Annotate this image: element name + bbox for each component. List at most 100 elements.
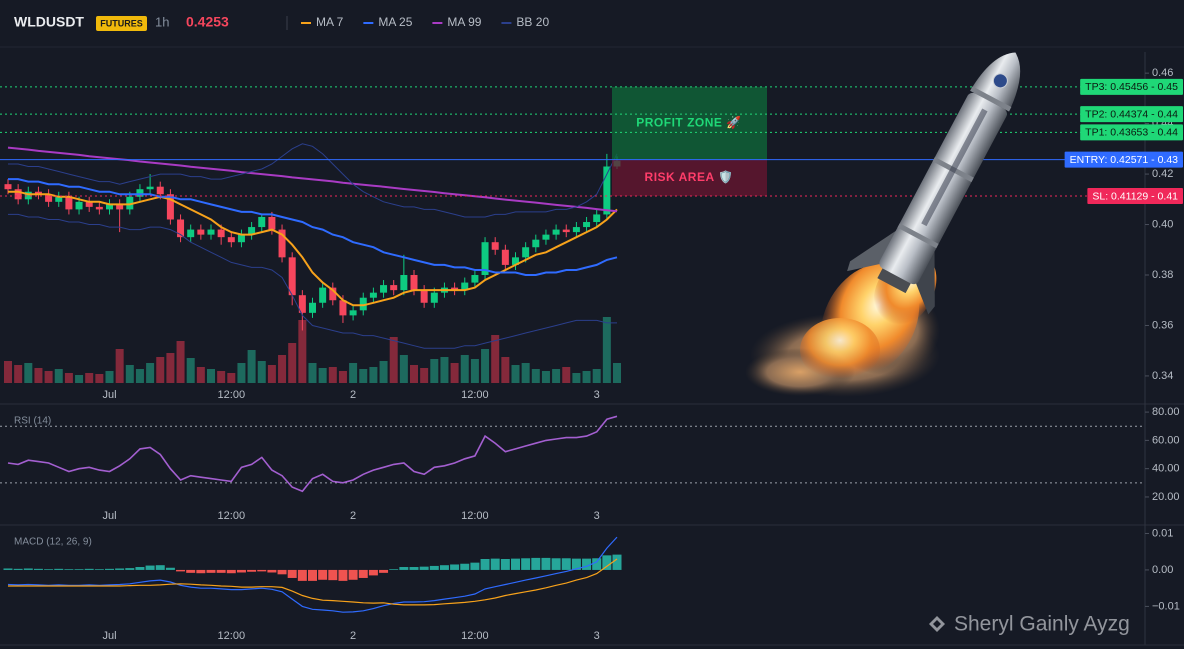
histogram-bar — [379, 569, 389, 573]
volume-bar — [440, 357, 449, 383]
histogram-bar — [308, 569, 317, 581]
histogram-bar — [429, 565, 439, 570]
y-tick-label: 0.46 — [1152, 67, 1173, 79]
candle-body — [430, 292, 438, 303]
volume-bar — [237, 363, 246, 383]
candle-body — [278, 229, 286, 258]
volume-bar — [308, 363, 317, 383]
volume-bar — [186, 358, 195, 383]
histogram-bar — [389, 569, 399, 570]
histogram-bar — [74, 569, 84, 570]
volume-bar — [369, 367, 378, 383]
candle-body — [471, 275, 479, 283]
x-tick-label: 12:00 — [461, 630, 489, 642]
histogram-bar — [115, 568, 125, 570]
band — [897, 223, 939, 249]
histogram-bar — [145, 565, 155, 570]
histogram-bar — [450, 564, 460, 570]
histogram-bar — [236, 569, 246, 573]
x-tick-label: 2 — [350, 389, 356, 401]
candle-body — [187, 229, 195, 238]
candle-body — [552, 229, 560, 235]
histogram-bar — [287, 569, 297, 578]
level-tag — [1080, 78, 1183, 95]
volume-bar — [582, 371, 591, 383]
candle-body — [156, 186, 164, 195]
histogram-bar — [44, 569, 54, 570]
histogram-bar — [13, 568, 23, 570]
legend-label[interactable]: MA 7 — [316, 15, 344, 29]
level-label: TP3: 0.45456 - 0.45 — [1085, 81, 1178, 93]
y-tick-label: 0.42 — [1152, 168, 1173, 180]
candle-body — [542, 234, 550, 240]
y-tick-label: 0.40 — [1152, 218, 1173, 230]
level-tag — [1064, 151, 1183, 168]
volume-bar — [166, 353, 175, 383]
volume-bar — [410, 365, 418, 383]
legend-label[interactable]: MA 25 — [378, 15, 412, 29]
candle-body — [390, 285, 398, 291]
indicator-line — [7, 146, 618, 213]
volume-bar — [359, 369, 368, 383]
interval[interactable]: 1h — [155, 14, 169, 29]
volume-bar — [227, 373, 236, 383]
candle-body — [217, 229, 225, 238]
volume-bar — [95, 374, 104, 383]
candle-body — [45, 194, 53, 202]
x-tick-label: 12:00 — [461, 389, 489, 401]
candle-body — [34, 191, 42, 195]
histogram-bar — [23, 568, 33, 570]
y-tick-label: 0.00 — [1152, 564, 1173, 576]
volume-bar — [64, 373, 73, 383]
candle-body — [410, 275, 418, 291]
header: WLDUSDT FUTURES 1h 0.4253 MA 7 MA 25 MA 99… — [14, 14, 549, 31]
volume-bar — [44, 371, 53, 383]
histogram-bar — [277, 569, 287, 575]
volume-bar — [247, 350, 256, 383]
candle-body — [522, 247, 530, 258]
symbol[interactable]: WLDUSDT — [14, 14, 84, 30]
candle-body — [532, 239, 540, 248]
histogram-bar — [582, 558, 592, 570]
lettering — [921, 108, 988, 227]
legend-label[interactable]: MA 99 — [447, 15, 481, 29]
candle-body — [461, 282, 469, 291]
histogram-bar — [490, 558, 500, 570]
volume-bar — [34, 368, 43, 383]
volume-bar — [481, 349, 490, 383]
x-tick-label: Jul — [102, 510, 116, 522]
histogram-bar — [3, 568, 13, 570]
candle-body — [451, 287, 459, 291]
volume-bar — [338, 371, 347, 383]
legend-label[interactable]: BB 20 — [516, 15, 549, 29]
volume-bar — [562, 367, 571, 383]
candle-body — [106, 204, 113, 210]
volume-bar — [541, 371, 550, 383]
volume-bar — [592, 369, 601, 383]
candle-body — [166, 194, 174, 220]
x-tick-label: 2 — [350, 630, 356, 642]
x-tick-label: Jul — [102, 389, 116, 401]
indicator-line — [7, 536, 618, 613]
candle-body — [14, 189, 22, 200]
candle-body — [369, 292, 377, 298]
volume-bar — [389, 337, 398, 383]
level-label: TP2: 0.44374 - 0.44 — [1085, 108, 1178, 120]
volume-bar — [420, 368, 429, 383]
indicator-line — [8, 178, 618, 276]
volume-bar — [217, 371, 226, 383]
candle-body — [177, 219, 185, 238]
level-tag — [1087, 188, 1183, 205]
histogram-bar — [267, 569, 277, 573]
candle-body — [65, 196, 73, 210]
fin — [915, 247, 935, 315]
volume-bar — [54, 369, 63, 383]
level-tag — [1080, 124, 1183, 141]
rocket-illustration — [745, 52, 1021, 397]
candle-body — [380, 285, 388, 293]
candle-body — [400, 275, 408, 291]
zone — [612, 159, 767, 197]
candle-body — [339, 300, 347, 316]
indicator-line — [8, 558, 618, 606]
